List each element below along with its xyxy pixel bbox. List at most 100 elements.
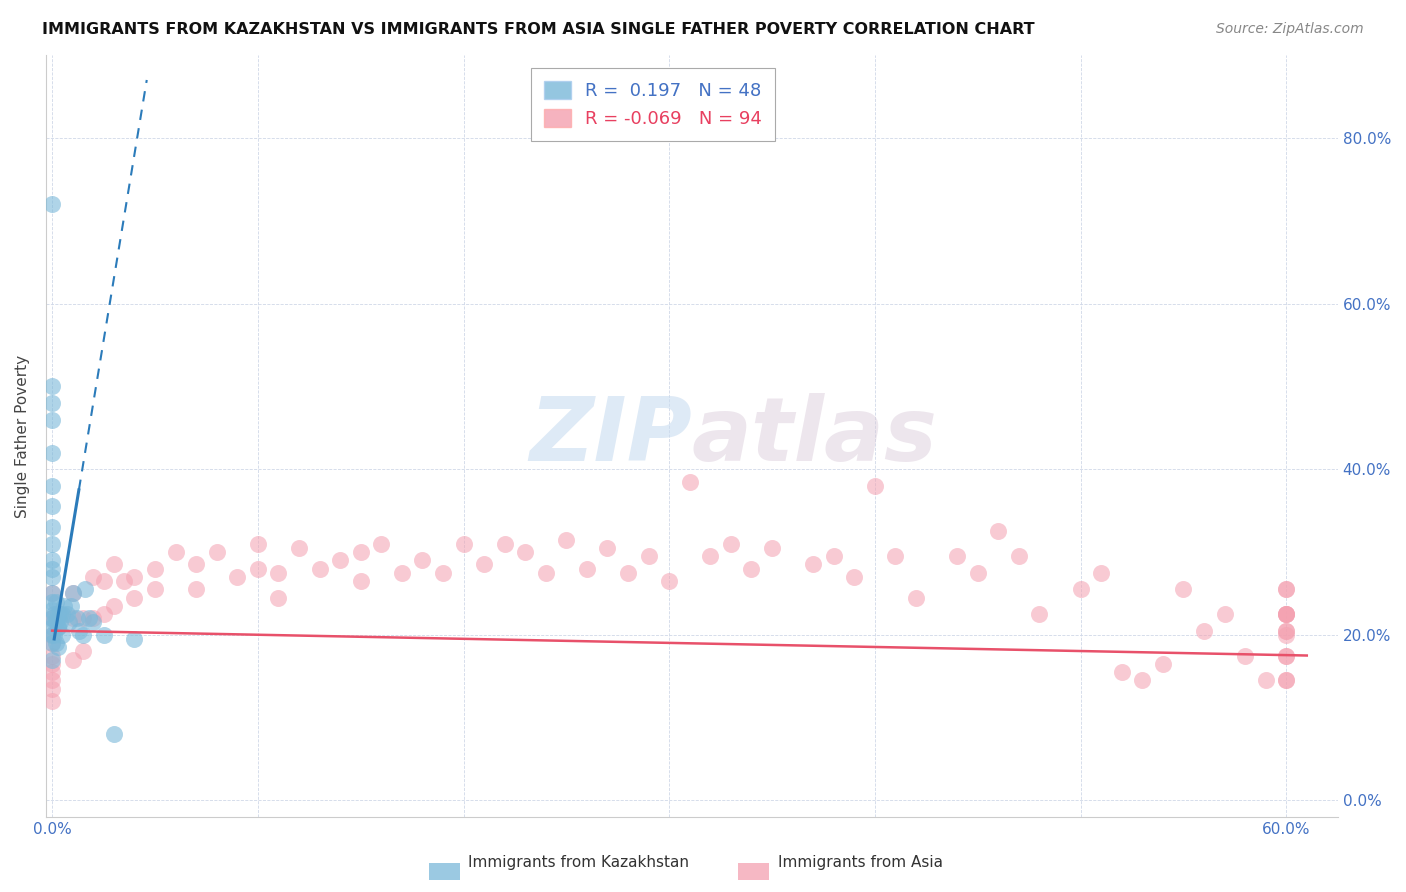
Point: [124, 591, 146, 605]
Point: [884, 549, 907, 563]
Point: [1275, 607, 1298, 621]
Point: [73, 582, 96, 597]
Point: [62, 611, 84, 625]
Point: [453, 537, 475, 551]
Point: [226, 570, 249, 584]
Point: [555, 533, 578, 547]
Point: [46, 619, 69, 633]
Point: [41, 657, 63, 671]
Point: [67, 624, 90, 638]
Point: [596, 541, 619, 555]
Point: [472, 558, 495, 572]
Point: [41, 694, 63, 708]
Point: [1275, 624, 1298, 638]
Point: [41, 445, 63, 459]
Point: [103, 599, 125, 613]
Point: [1028, 607, 1050, 621]
Point: [350, 545, 373, 559]
Point: [41, 537, 63, 551]
Point: [41, 648, 63, 663]
Point: [575, 561, 598, 575]
Point: [82, 611, 104, 625]
Point: [1275, 582, 1298, 597]
Point: [72, 644, 94, 658]
Point: [45, 636, 67, 650]
Point: [41, 673, 63, 688]
Point: [143, 561, 166, 575]
Point: [58, 615, 80, 630]
Point: [41, 412, 63, 426]
Point: [720, 537, 742, 551]
Point: [1275, 628, 1298, 642]
Point: [1234, 648, 1257, 663]
Text: Immigrants from Asia: Immigrants from Asia: [778, 855, 942, 870]
Point: [41, 619, 63, 633]
Point: [103, 727, 125, 741]
Point: [82, 570, 104, 584]
Point: [617, 566, 640, 580]
Point: [205, 545, 228, 559]
Point: [41, 553, 63, 567]
Point: [77, 611, 100, 625]
Point: [82, 615, 104, 630]
Point: [1275, 673, 1298, 688]
Point: [1008, 549, 1031, 563]
Point: [904, 591, 927, 605]
Point: [432, 566, 454, 580]
Point: [267, 591, 290, 605]
Point: [124, 632, 146, 646]
Point: [679, 475, 702, 489]
Text: Source: ZipAtlas.com: Source: ZipAtlas.com: [1216, 22, 1364, 37]
Point: [41, 653, 63, 667]
Point: [1070, 582, 1092, 597]
Point: [1275, 607, 1298, 621]
Point: [1173, 582, 1195, 597]
Point: [1090, 566, 1112, 580]
Point: [62, 653, 84, 667]
Point: [1130, 673, 1153, 688]
Point: [823, 549, 845, 563]
Point: [41, 603, 63, 617]
Point: [1275, 673, 1298, 688]
Point: [288, 541, 311, 555]
Point: [165, 545, 187, 559]
Point: [1213, 607, 1236, 621]
Point: [41, 396, 63, 410]
Point: [41, 197, 63, 211]
Point: [41, 586, 63, 600]
Point: [411, 553, 433, 567]
Point: [112, 574, 135, 588]
Point: [41, 570, 63, 584]
Point: [740, 561, 762, 575]
Point: [41, 595, 63, 609]
Point: [45, 615, 67, 630]
Point: [801, 558, 824, 572]
Point: [103, 558, 125, 572]
Point: [41, 520, 63, 534]
Point: [1111, 665, 1133, 679]
Point: [246, 537, 269, 551]
Point: [45, 595, 67, 609]
Point: [391, 566, 413, 580]
Point: [1275, 624, 1298, 638]
Point: [41, 500, 63, 514]
Point: [1152, 657, 1174, 671]
Point: [41, 379, 63, 393]
Point: [267, 566, 290, 580]
Point: [46, 619, 69, 633]
Point: [41, 636, 63, 650]
Point: [1275, 582, 1298, 597]
Point: [658, 574, 681, 588]
Point: [124, 570, 146, 584]
Point: [637, 549, 659, 563]
Y-axis label: Single Father Poverty: Single Father Poverty: [15, 354, 30, 517]
Point: [41, 479, 63, 493]
Point: [49, 615, 72, 630]
Point: [46, 640, 69, 655]
Point: [534, 566, 557, 580]
Text: Immigrants from Kazakhstan: Immigrants from Kazakhstan: [468, 855, 689, 870]
Point: [46, 607, 69, 621]
Point: [93, 607, 115, 621]
Point: [41, 611, 63, 625]
Point: [55, 607, 77, 621]
